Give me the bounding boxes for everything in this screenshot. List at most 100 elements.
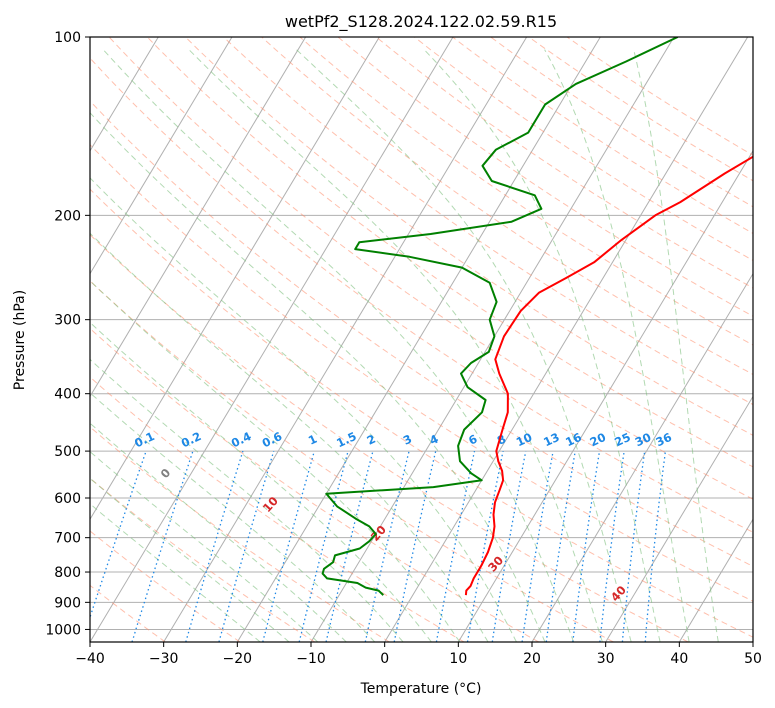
moist-adiabat-line xyxy=(633,49,719,642)
moist-adiabat-line xyxy=(544,49,690,642)
mixing-ratio-label: 2 xyxy=(365,432,378,448)
mixing-ratio-line xyxy=(466,450,504,642)
y-tick-label: 700 xyxy=(54,531,81,547)
moist-adiabat-line xyxy=(423,49,661,642)
x-tick-label: 30 xyxy=(597,651,615,667)
mixing-ratio-line xyxy=(491,450,527,642)
mixing-ratio-line xyxy=(521,450,554,642)
profile-traces xyxy=(321,37,753,596)
mixing-ratio-line xyxy=(185,450,244,642)
mixing-ratio-label: 36 xyxy=(653,430,673,449)
moist-adiabat-line xyxy=(90,177,517,642)
mixing-ratio-line xyxy=(393,450,437,642)
moist-adiabat-line xyxy=(90,392,376,642)
mixing-ratio-label: 13 xyxy=(541,430,561,449)
isotherm-line xyxy=(531,272,753,642)
mixing-ratio-label: 10 xyxy=(514,430,534,449)
y-tick-label: 1000 xyxy=(45,622,81,638)
y-tick-label: 900 xyxy=(54,595,81,611)
x-tick-label: 10 xyxy=(449,651,467,667)
y-tick-label: 800 xyxy=(54,565,81,581)
chart-title: wetPf2_S128.2024.122.02.59.R15 xyxy=(285,12,557,32)
x-tick-label: −30 xyxy=(149,651,179,667)
y-tick-label: 100 xyxy=(54,30,81,46)
dry-adiabat-line xyxy=(90,477,315,642)
dry-adiabat-line xyxy=(451,37,753,234)
moist-adiabat-line xyxy=(90,280,461,642)
dry-adiabat-line xyxy=(90,280,614,642)
dry-adiabat-line xyxy=(90,530,241,642)
dry-adiabat-line xyxy=(90,584,166,642)
x-tick-label: −40 xyxy=(75,651,105,667)
dry-adiabat-line xyxy=(90,100,753,567)
isotherm-line xyxy=(90,37,233,275)
mixing-ratio-line xyxy=(364,450,410,642)
moist-adiabat-line xyxy=(296,49,632,642)
mixing-ratio-label: 16 xyxy=(563,430,583,449)
dry-adiabat-line xyxy=(299,37,753,346)
dry-adiabat-line xyxy=(337,37,753,317)
moist-adiabat-line xyxy=(90,232,489,642)
y-axis-label: Pressure (hPa) xyxy=(12,290,28,390)
dry-adiabat-label: 30 xyxy=(485,553,506,574)
mixing-ratio-label: 20 xyxy=(588,430,608,449)
mixing-ratio-line xyxy=(298,450,349,642)
moist-adiabat-line xyxy=(90,358,404,642)
isotherm-line xyxy=(457,149,753,642)
dry-adiabat-label: 10 xyxy=(260,494,281,515)
mixing-ratio-label: 0.2 xyxy=(179,429,203,450)
x-tick-label: −10 xyxy=(296,651,326,667)
y-tick-label: 200 xyxy=(54,208,81,224)
isotherm-line xyxy=(0,37,11,642)
temperature-trace xyxy=(464,155,753,596)
isotherm-line xyxy=(752,641,753,642)
x-tick-label: −20 xyxy=(223,651,253,667)
moist-adiabat-line xyxy=(90,422,347,642)
x-tick-label: 40 xyxy=(670,651,688,667)
isotherm-line xyxy=(90,37,307,398)
isotherm-line xyxy=(236,37,601,642)
y-axis-ticks: 100 200 300 400 500 600 700 800 900 1000 xyxy=(45,30,90,638)
mixing-ratio-line xyxy=(131,450,194,642)
mixing-ratio-label: 6 xyxy=(466,432,479,448)
x-tick-label: 0 xyxy=(380,651,389,667)
moist-adiabat-line xyxy=(102,49,575,642)
moist-adiabat-line xyxy=(90,503,261,642)
mixing-ratio-line xyxy=(218,450,275,642)
mixing-ratio-line xyxy=(90,450,147,620)
dry-adiabat-line xyxy=(146,37,753,468)
dry-adiabat-line xyxy=(90,327,540,642)
isotherm-line xyxy=(90,37,159,152)
mixing-ratio-line xyxy=(621,451,646,642)
isotherm-line xyxy=(90,37,454,642)
dry-adiabat-line xyxy=(108,37,753,500)
dry-adiabat-line xyxy=(90,188,753,638)
y-tick-label: 500 xyxy=(54,444,81,460)
dry-adiabat-label: 0 xyxy=(158,466,174,481)
moist-adiabat-line xyxy=(90,477,290,642)
mixing-ratio-line xyxy=(644,451,667,642)
x-tick-label: 20 xyxy=(523,651,541,667)
dry-adiabat-line xyxy=(90,426,390,642)
mixing-ratio-line xyxy=(599,450,625,642)
mixing-ratio-label: 25 xyxy=(612,430,632,449)
plot-frame xyxy=(89,36,754,643)
y-tick-label: 400 xyxy=(54,387,81,403)
mixing-ratio-label: 1 xyxy=(306,432,319,448)
isotherm-line xyxy=(163,37,528,642)
dry-adiabat-line xyxy=(90,144,753,602)
isotherm-line xyxy=(605,395,753,642)
x-axis-label: Temperature (°C) xyxy=(360,681,482,697)
dry-adiabat-line xyxy=(184,37,753,436)
isotherm-line xyxy=(384,37,749,642)
y-tick-label: 600 xyxy=(54,491,81,507)
moist-adiabat-line xyxy=(90,112,546,642)
background-lines xyxy=(0,37,753,642)
mixing-ratio-label: 0.4 xyxy=(229,429,253,450)
dry-adiabat-line xyxy=(90,376,465,642)
moist-adiabat-line xyxy=(90,321,432,642)
x-axis-ticks: −40 −30 −20 −10 0 10 20 30 40 50 xyxy=(75,642,762,667)
mixing-ratio-line xyxy=(545,450,576,642)
mixing-ratio-label: 30 xyxy=(633,430,653,449)
